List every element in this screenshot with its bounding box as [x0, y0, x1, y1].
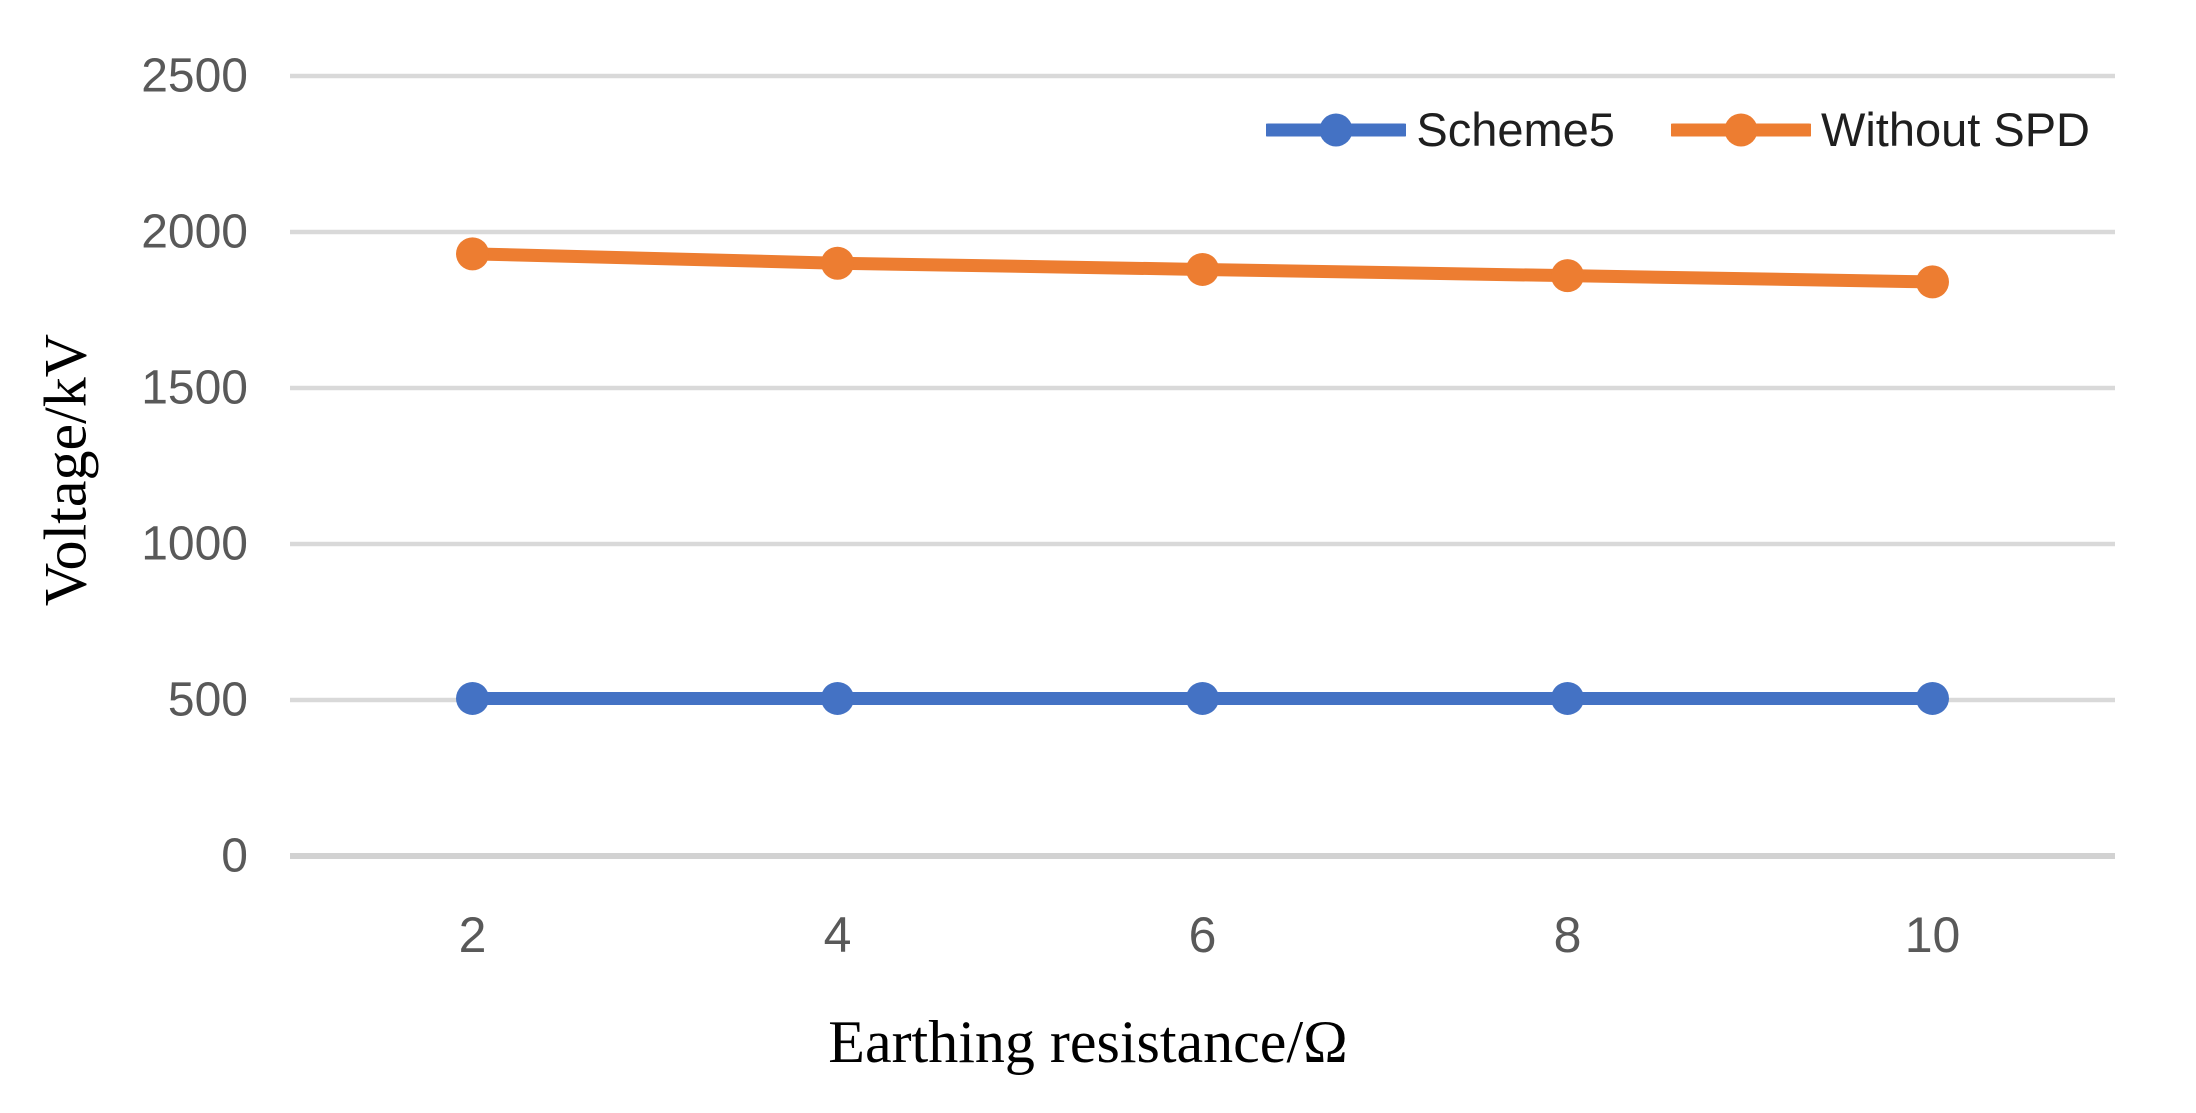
y-axis-tick-label: 2000 — [141, 205, 248, 259]
x-axis-tick-label: 2 — [458, 907, 487, 963]
x-axis-tick-label: 10 — [1904, 907, 1961, 963]
legend-line-marker-icon — [1670, 113, 1811, 146]
y-axis-title: Voltage/kV — [32, 333, 99, 607]
x-axis-tick-label: 4 — [823, 907, 852, 963]
legend-line-marker-icon — [1266, 113, 1407, 146]
x-axis-tick-label: 6 — [1188, 907, 1217, 963]
y-axis-tick-label: 500 — [167, 673, 248, 727]
y-axis-tick-label: 1500 — [141, 361, 248, 415]
y-axis-tick-label: 2500 — [141, 49, 248, 103]
y-axis-tick-label: 1000 — [141, 517, 248, 571]
x-axis-title: Earthing resistance/Ω — [828, 1009, 1348, 1075]
legend-label: Scheme5 — [1416, 103, 1615, 156]
y-axis-tick-label: 0 — [221, 829, 248, 883]
x-axis-tick-label: 8 — [1553, 907, 1582, 963]
legend-label: Without SPD — [1820, 103, 2090, 156]
legend-item-scheme5: Scheme5 — [1266, 102, 1615, 157]
legend: Scheme5 Without SPD — [1266, 102, 2090, 157]
legend-item-without-spd: Without SPD — [1670, 102, 2090, 157]
